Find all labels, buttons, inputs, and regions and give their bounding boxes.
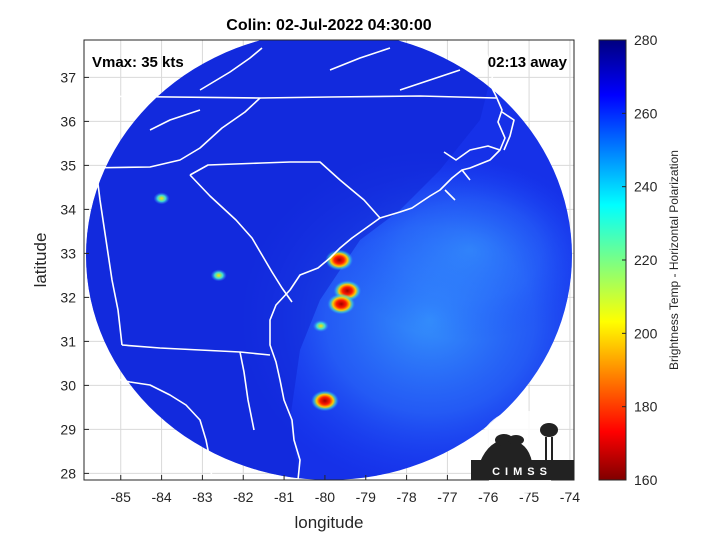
colorbar-tick-label: 240 [634,179,658,195]
x-axis-label: longitude [294,513,363,532]
y-tick-label: 32 [60,289,76,305]
colorbar-label: Brightness Temp - Horizontal Polarizatio… [667,150,681,370]
map-outlines [84,40,515,480]
state-border-sc-ga [189,174,293,303]
x-tick-label: -76 [478,489,498,505]
state-border-ga-al [95,167,123,346]
x-axis-ticks: -85 -84 -83 -82 -81 -80 -79 -78 -77 -76 -75 -74 [111,475,580,505]
nc-interior [149,109,201,131]
x-tick-label: -84 [151,489,171,505]
x-tick-label: -74 [560,489,580,505]
x-tick-label: -81 [274,489,294,505]
axes-frame [83,39,575,481]
feature-blob [325,249,354,271]
y-tick-label: 29 [60,421,76,437]
time-away-annotation: 02:13 away [488,54,568,71]
colorbar-tick-label: 280 [634,32,658,48]
y-axis-label: latitude [31,233,50,288]
feature-blob [310,390,339,412]
brightness-features [153,192,362,412]
florida-inland-border [239,351,255,431]
state-border-ga-fl [121,344,271,356]
cimss-logo: CIMSS [471,410,574,494]
florida-west-coast [84,374,213,480]
x-tick-label: -77 [437,489,457,505]
x-tick-label: -83 [192,489,212,505]
chart-title: Colin: 02-Jul-2022 04:30:00 [226,17,432,34]
logo-text: CIMSS [492,466,552,478]
state-border-tn-nc [84,97,261,169]
y-tick-label: 36 [60,113,76,129]
y-tick-label: 34 [60,201,76,217]
x-tick-label: -80 [315,489,335,505]
y-axis-ticks: 28 29 30 31 32 33 34 35 36 37 [60,69,89,481]
y-tick-label: 37 [60,69,76,85]
coastline [269,40,506,480]
feature-blob [312,320,329,332]
colorbar [598,39,627,481]
vmax-annotation: Vmax: 35 kts [92,54,184,71]
y-tick-label: 31 [60,333,76,349]
y-tick-label: 35 [60,157,76,173]
feature-blob [153,192,170,205]
swath-layer [86,40,572,480]
state-border-nc-sc [189,161,381,219]
x-tick-label: -82 [233,489,253,505]
state-border-va-nc [84,95,497,99]
swath-features [86,40,572,480]
colorbar-tick-label: 160 [634,472,658,488]
x-tick-label: -78 [396,489,416,505]
va-interior [199,47,461,91]
colorbar-ticks: 160 180 200 220 240 260 280 [622,32,658,488]
y-tick-label: 28 [60,465,76,481]
colorbar-tick-label: 180 [634,399,658,415]
x-tick-label: -79 [356,489,376,505]
colorbar-tick-label: 220 [634,252,658,268]
colorbar-tick-label: 260 [634,105,658,121]
feature-blob [210,269,227,282]
x-tick-label: -85 [111,489,131,505]
y-tick-label: 33 [60,245,76,261]
colorbar-tick-label: 200 [634,325,658,341]
y-tick-label: 30 [60,377,76,393]
land-dark-band [86,40,500,480]
feature-blob [327,293,356,315]
sounds-outer-banks [443,83,515,201]
